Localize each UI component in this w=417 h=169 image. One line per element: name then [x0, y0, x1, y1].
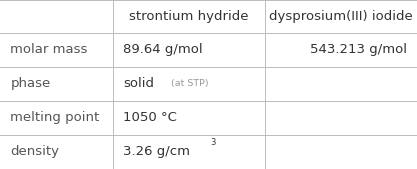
Text: melting point: melting point	[10, 111, 100, 124]
Text: 543.213 g/mol: 543.213 g/mol	[309, 43, 407, 56]
Text: 89.64 g/mol: 89.64 g/mol	[123, 43, 203, 56]
Text: 3: 3	[211, 138, 216, 147]
Text: 3.26 g/cm: 3.26 g/cm	[123, 146, 190, 159]
Text: dysprosium(III) iodide: dysprosium(III) iodide	[269, 10, 413, 23]
Text: density: density	[10, 146, 60, 159]
Text: solid: solid	[123, 77, 154, 90]
Text: 1050 °C: 1050 °C	[123, 111, 177, 124]
Text: phase: phase	[10, 77, 51, 90]
Text: (at STP): (at STP)	[171, 79, 208, 88]
Text: molar mass: molar mass	[10, 43, 88, 56]
Text: strontium hydride: strontium hydride	[129, 10, 249, 23]
